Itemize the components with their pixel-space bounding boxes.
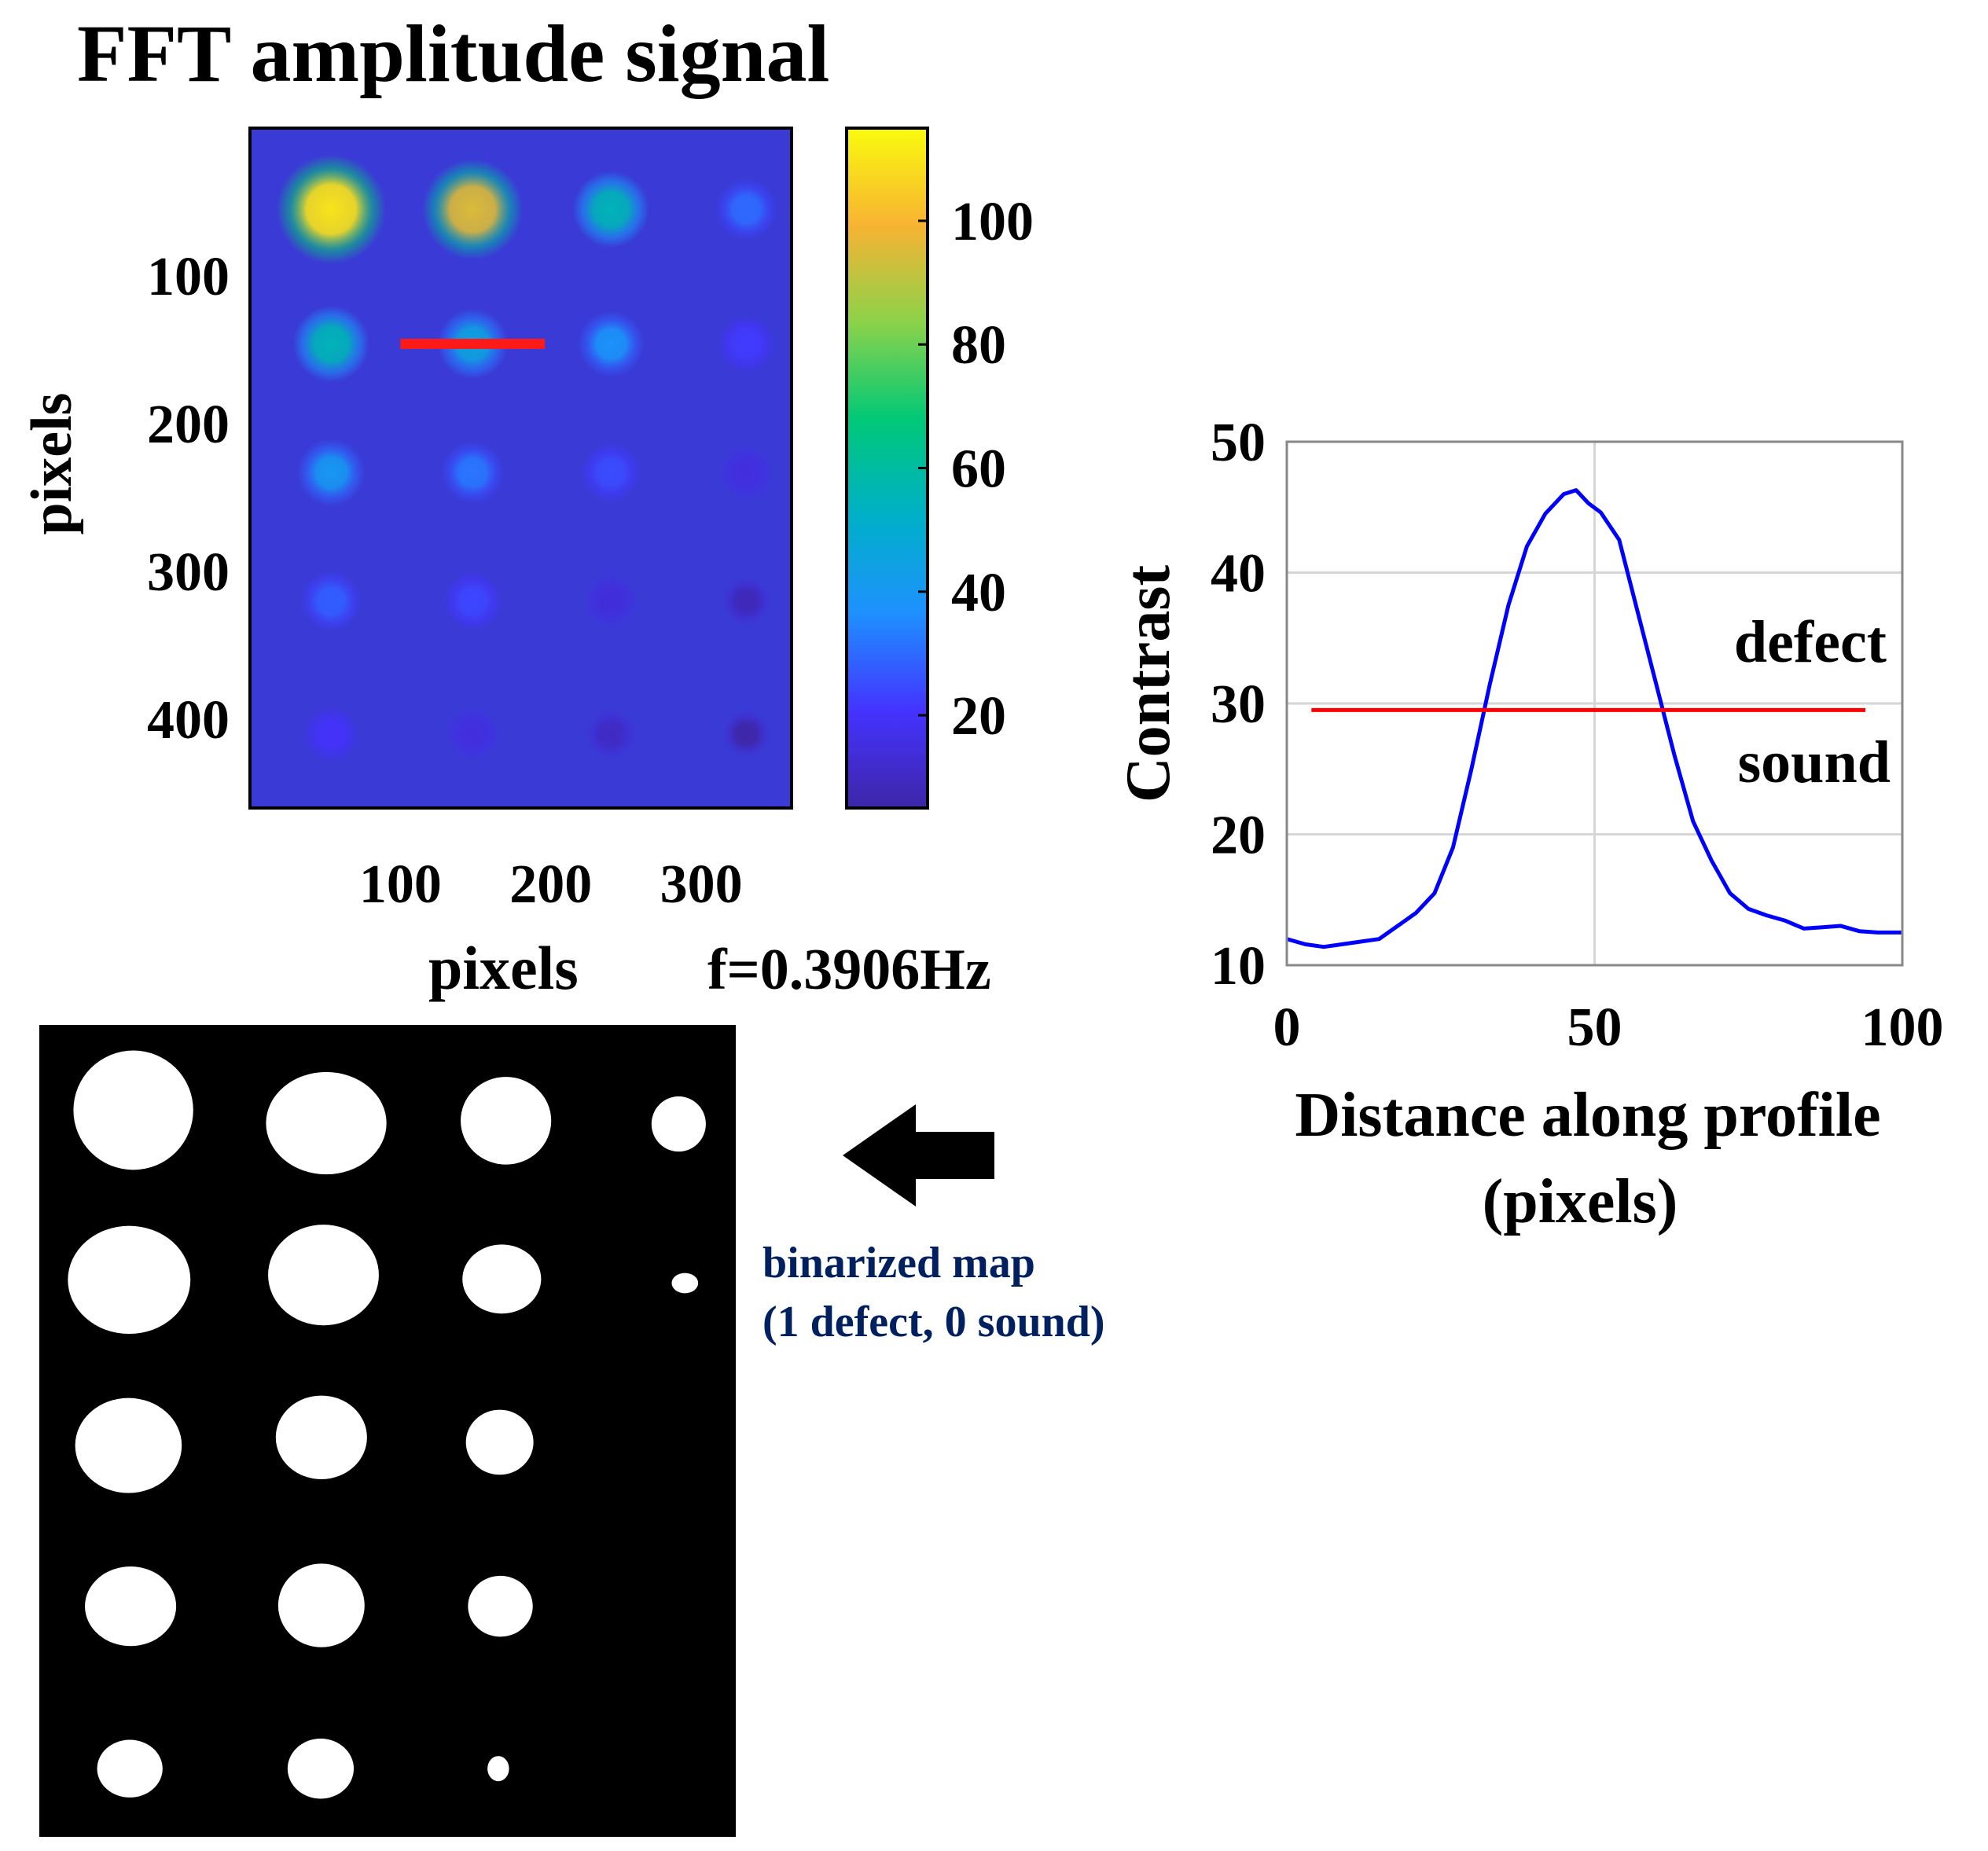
binary-blob	[275, 1395, 367, 1479]
heatmap-spot	[718, 315, 775, 373]
binary-blob	[465, 1409, 534, 1475]
binary-blob	[671, 1273, 699, 1294]
heatmap-spot	[719, 446, 774, 499]
binary-blob	[462, 1244, 542, 1314]
heatmap-spot	[715, 178, 777, 241]
colorbar-tick-label: 60	[951, 439, 1006, 500]
fft-amplitude-panel: FFT amplitude signal 100 200 300 400 100…	[20, 9, 1034, 1002]
heatmap-title: FFT amplitude signal	[77, 9, 829, 99]
heatmap-spot	[276, 154, 387, 265]
line-y-tick: 30	[1211, 674, 1266, 735]
binary-blob	[287, 1739, 355, 1799]
heatmap-spot	[722, 576, 771, 626]
heatmap-frame	[248, 127, 793, 810]
heatmap-x-tick: 100	[359, 854, 442, 915]
sound-annotation: sound	[1738, 729, 1891, 795]
colorbar-tick-label: 80	[951, 315, 1006, 376]
line-y-tick: 10	[1211, 936, 1266, 997]
heatmap-spot	[303, 706, 359, 762]
binary-blob	[75, 1397, 182, 1493]
heatmap-spot	[300, 571, 362, 632]
heatmap-spot	[297, 438, 366, 507]
heatmap-y-tick: 200	[147, 395, 230, 455]
heatmap-spot	[577, 310, 645, 377]
heatmap-spot	[722, 711, 770, 758]
binary-blob	[73, 1050, 193, 1170]
binary-blob	[266, 1071, 387, 1175]
line-chart-frame	[1285, 440, 1904, 967]
heatmap-x-tick: 200	[509, 854, 592, 915]
heatmap-y-label: pixels	[20, 393, 84, 535]
colorbar-tick-marks	[918, 219, 928, 717]
profile-series-line	[1287, 488, 1902, 949]
heatmap-spot	[422, 159, 524, 260]
arrow-left-icon	[843, 1104, 994, 1206]
heatmap-x-tick: 300	[660, 854, 743, 915]
colorbar-tick-label: 100	[951, 192, 1034, 252]
line-x-tick: 50	[1567, 997, 1622, 1058]
heatmap-y-tick: 400	[147, 690, 230, 751]
heatmap-spot	[292, 305, 370, 383]
heatmap-spot	[446, 707, 499, 761]
binary-blob	[487, 1756, 509, 1782]
binarized-map-panel	[39, 1025, 736, 1837]
binarized-map-caption: binarized map	[762, 1239, 1035, 1287]
frequency-annotation: f=0.3906Hz	[707, 938, 991, 1002]
heatmap-spot	[586, 709, 637, 759]
heatmap-spot	[581, 443, 641, 502]
binary-blob	[277, 1563, 365, 1647]
binary-blob	[268, 1225, 379, 1326]
line-chart-grid	[1285, 440, 1904, 967]
heatmap-spot	[441, 440, 505, 505]
colorbar	[845, 127, 929, 810]
heatmap-y-tick: 300	[147, 542, 230, 603]
binary-blob	[97, 1739, 163, 1798]
heatmap-spot	[585, 575, 638, 628]
line-x-label-units: (pixels)	[1483, 1167, 1678, 1236]
line-y-tick: 40	[1211, 544, 1266, 604]
heatmap-y-tick: 100	[147, 247, 230, 307]
contrast-profile-panel: 10 20 30 40 50 0 50 100 Contrast Distanc…	[1114, 413, 1944, 1236]
heatmap-spot	[443, 571, 502, 630]
binary-blob	[651, 1096, 706, 1152]
binary-blob	[85, 1566, 177, 1647]
line-x-tick: 100	[1861, 997, 1944, 1058]
defect-annotation: defect	[1734, 609, 1887, 675]
binary-blob	[461, 1077, 552, 1165]
line-x-label: Distance along profile	[1295, 1081, 1880, 1150]
heatmap-spots	[276, 154, 777, 762]
line-x-tick: 0	[1273, 997, 1301, 1058]
line-y-label: Contrast	[1114, 565, 1183, 803]
colorbar-tick-label: 40	[951, 563, 1006, 623]
colorbar-tick-label: 20	[951, 686, 1006, 747]
heatmap-spot	[572, 171, 650, 248]
binary-blob	[468, 1575, 533, 1637]
binarized-blobs	[68, 1050, 706, 1799]
binary-blob	[68, 1225, 191, 1335]
binarized-map-legend: (1 defect, 0 sound)	[762, 1298, 1105, 1346]
heatmap-x-label: pixels	[428, 934, 579, 1002]
line-y-tick: 50	[1211, 413, 1266, 473]
line-y-tick: 20	[1211, 806, 1266, 866]
